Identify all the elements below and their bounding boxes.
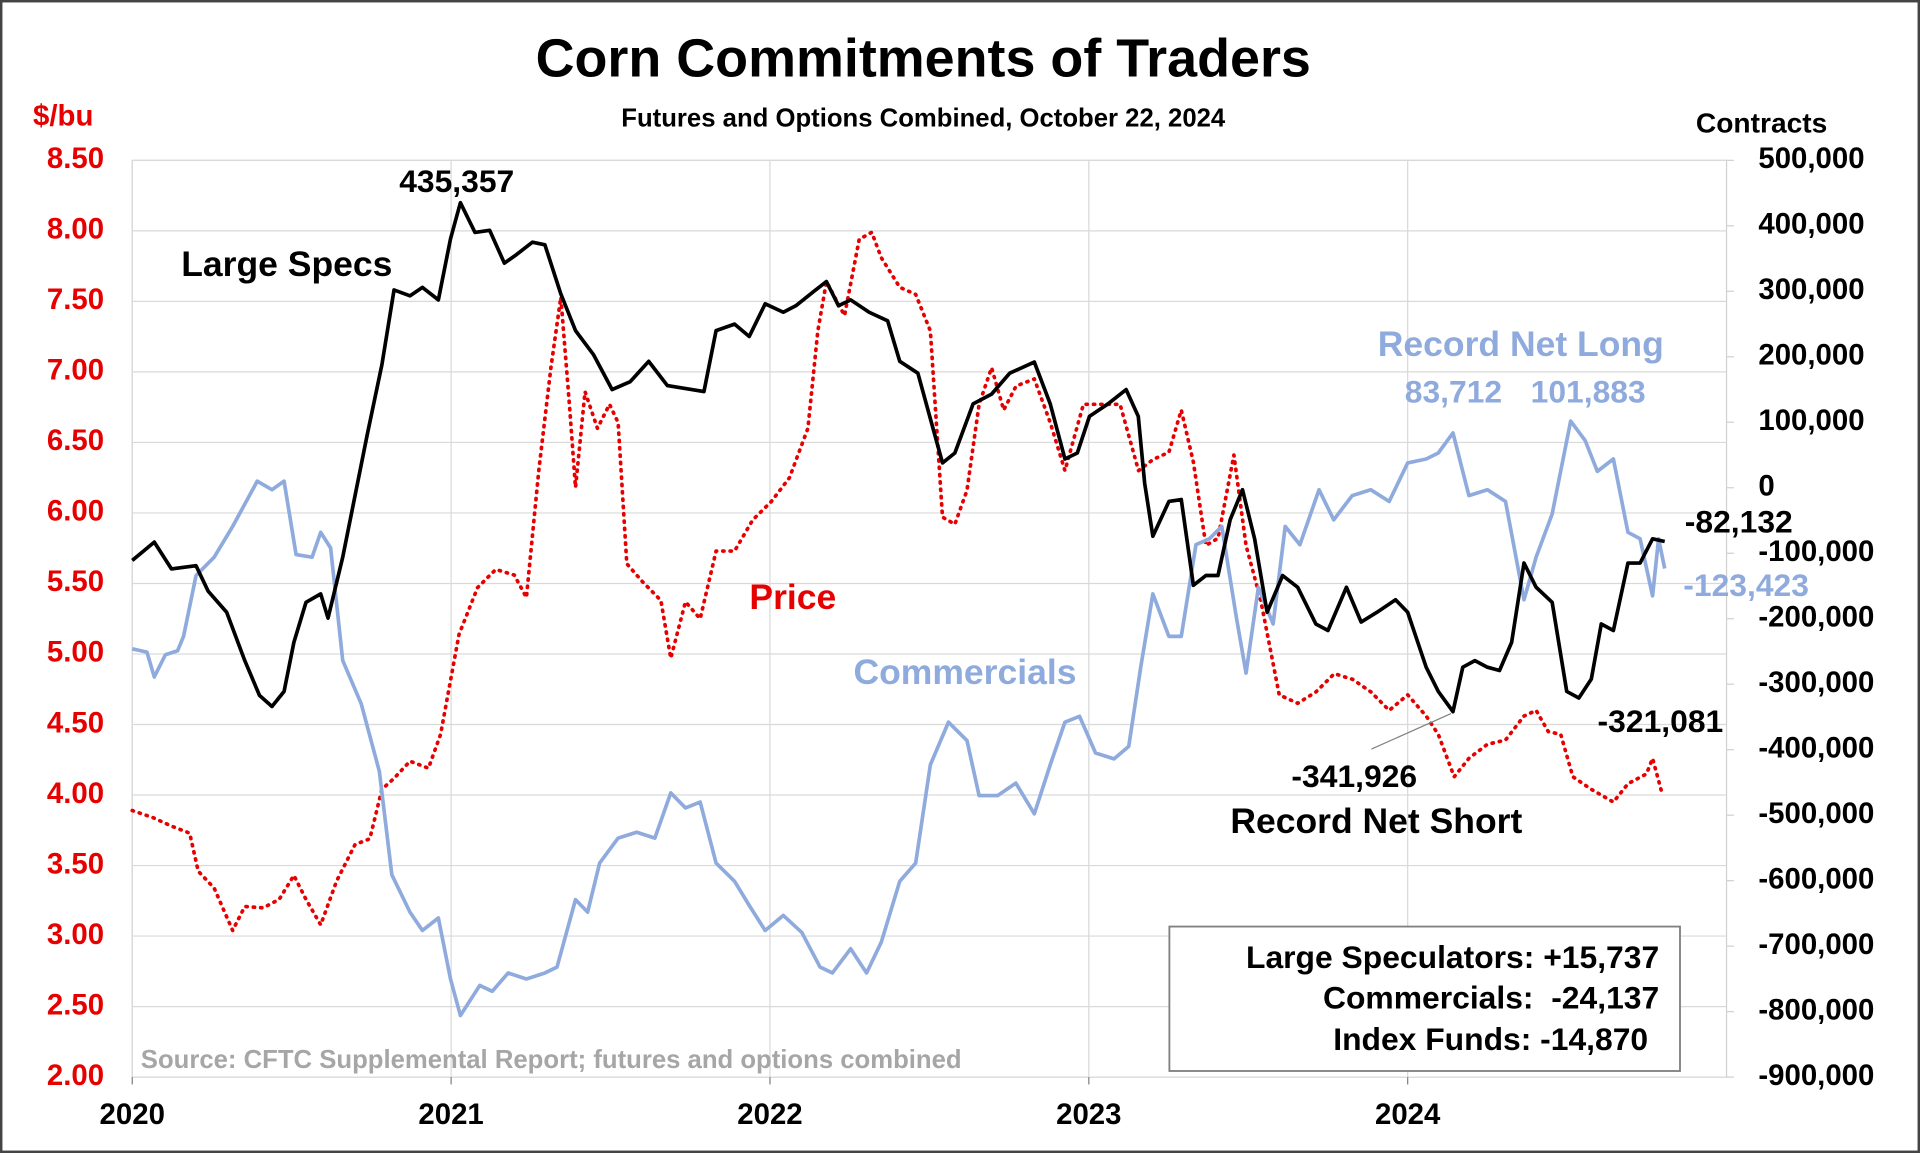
- y2-tick-label: 500,000: [1758, 142, 1864, 175]
- summary-line: Large Speculators: +15,737: [1246, 939, 1659, 975]
- y-tick-label: 4.50: [47, 706, 104, 739]
- summary-line: Commercials: -24,137: [1323, 979, 1659, 1015]
- lines: [130, 200, 1667, 1018]
- series-label: Price: [749, 577, 836, 617]
- x-tick-label: 2020: [100, 1098, 165, 1131]
- value-label: -82,132: [1685, 503, 1793, 539]
- y-tick-label: 6.00: [47, 495, 104, 528]
- y-tick-label: 8.00: [47, 213, 104, 246]
- value-label: -341,926: [1291, 758, 1417, 794]
- y-tick-label: 3.50: [47, 847, 104, 880]
- series-line: [130, 230, 1664, 933]
- source-note: Source: CFTC Supplemental Report; future…: [141, 1046, 962, 1074]
- value-label: 83,712: [1405, 374, 1502, 410]
- series-label: Large Specs: [181, 244, 392, 284]
- value-label: -123,423: [1683, 567, 1809, 603]
- y-tick-label: 7.00: [47, 354, 104, 387]
- y2-axis-label: Contracts: [1696, 107, 1827, 138]
- y-tick-label: 6.50: [47, 424, 104, 457]
- value-label: -321,081: [1598, 703, 1724, 739]
- annotation: Record Net Long: [1378, 324, 1664, 364]
- y-tick-label: 5.50: [47, 565, 104, 598]
- y-tick-label: 7.50: [47, 283, 104, 316]
- value-label: 101,883: [1531, 374, 1646, 410]
- y2-tick-label: 0: [1758, 470, 1774, 503]
- y2-tick-label: -900,000: [1758, 1059, 1874, 1092]
- y-tick-label: 3.00: [47, 918, 104, 951]
- y2-tick-label: 400,000: [1758, 208, 1864, 241]
- summary-box: [1168, 925, 1681, 1072]
- y-tick-label: 5.00: [47, 636, 104, 669]
- x-tick-label: 2024: [1375, 1098, 1441, 1131]
- chart-subtitle: Futures and Options Combined, October 22…: [621, 105, 1226, 133]
- annotation: Record Net Short: [1230, 801, 1522, 841]
- y2-tick-label: -600,000: [1758, 862, 1874, 895]
- x-tick-label: 2021: [418, 1098, 483, 1131]
- x-tick-label: 2022: [737, 1098, 802, 1131]
- y2-tick-label: -300,000: [1758, 666, 1874, 699]
- y-tick-label: 8.50: [47, 142, 104, 175]
- y-tick-label: 4.00: [47, 777, 104, 810]
- y2-tick-label: -500,000: [1758, 797, 1874, 830]
- series-line: [131, 200, 1666, 714]
- leader-line: [1371, 713, 1452, 750]
- y2-tick-label: -100,000: [1758, 535, 1874, 568]
- value-label: 435,357: [399, 163, 514, 199]
- y-tick-label: 2.00: [47, 1059, 104, 1092]
- grid: [131, 159, 1734, 1085]
- y-tick-label: 2.50: [47, 988, 104, 1021]
- y2-tick-label: 100,000: [1758, 404, 1864, 437]
- x-tick-label: 2023: [1056, 1098, 1121, 1131]
- y2-tick-label: -800,000: [1758, 993, 1874, 1026]
- y2-tick-label: -700,000: [1758, 928, 1874, 961]
- chart-title: Corn Commitments of Traders: [536, 29, 1311, 89]
- series-line: [131, 419, 1667, 1018]
- series-label: Commercials: [853, 652, 1076, 692]
- summary-line: Index Funds: -14,870: [1333, 1021, 1648, 1057]
- y2-tick-label: 300,000: [1758, 273, 1864, 306]
- y2-tick-label: -200,000: [1758, 600, 1874, 633]
- y-axis-label: $/bu: [33, 99, 93, 132]
- y2-tick-label: 200,000: [1758, 339, 1864, 372]
- labels: 2.00 2.50 3.00 3.50 4.00 4.50 5.00 5.50 6.00 6.50…: [47, 142, 1874, 1131]
- y2-tick-label: -400,000: [1758, 731, 1874, 764]
